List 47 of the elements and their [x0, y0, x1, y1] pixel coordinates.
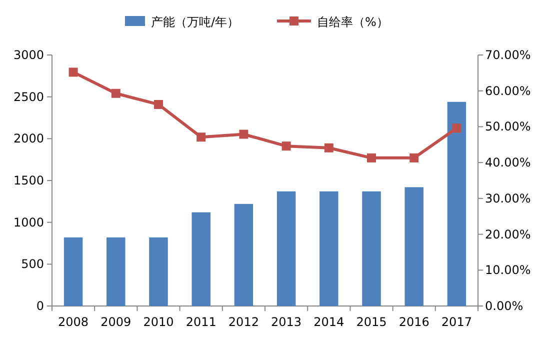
- x-tick-label: 2012: [228, 315, 259, 329]
- bar: [404, 187, 424, 306]
- legend-label: 自给率（%）: [317, 15, 388, 29]
- point: [282, 142, 291, 151]
- x-tick-label: 2011: [186, 315, 216, 329]
- x-tick-label: 2008: [58, 315, 89, 329]
- point: [410, 153, 419, 162]
- bar: [64, 237, 83, 306]
- x-tick-label: 2013: [271, 315, 302, 329]
- point: [68, 68, 78, 77]
- point: [324, 143, 334, 152]
- bar: [320, 191, 338, 306]
- y2-tick-label: 40.00%: [485, 156, 531, 170]
- bar: [447, 102, 466, 306]
- bar: [234, 204, 254, 306]
- x-tick-label: 2009: [100, 315, 132, 329]
- y-tick-label: 2500: [13, 90, 44, 104]
- y2-tick-label: 60.00%: [485, 84, 531, 98]
- point: [196, 132, 206, 142]
- bar: [362, 191, 381, 306]
- y-tick-label: 500: [21, 257, 44, 272]
- x-tick-label: 2014: [314, 315, 344, 329]
- point: [367, 153, 376, 162]
- bar: [192, 212, 210, 306]
- y2-tick-label: 30.00%: [485, 191, 531, 206]
- bar: [106, 237, 126, 306]
- point: [452, 124, 462, 133]
- legend-label: 产能（万吨/年）: [151, 15, 240, 29]
- point: [239, 130, 248, 139]
- point: [111, 88, 120, 98]
- y2-tick-label: 70.00%: [485, 48, 531, 62]
- bar: [276, 191, 296, 306]
- y2-tick-label: 0.00%: [485, 299, 524, 313]
- y2-tick-label: 10.00%: [485, 263, 531, 278]
- y-tick-label: 1500: [13, 174, 44, 188]
- x-tick-label: 2017: [441, 315, 472, 329]
- point: [154, 100, 163, 109]
- x-tick-label: 2015: [356, 315, 387, 329]
- y-tick-label: 1000: [13, 215, 44, 230]
- bar: [149, 237, 168, 306]
- y-tick-label: 0: [36, 299, 44, 313]
- x-tick-label: 2016: [398, 315, 430, 329]
- y2-tick-label: 20.00%: [485, 227, 531, 242]
- y-tick-label: 2000: [13, 132, 44, 146]
- x-tick-label: 2010: [143, 315, 174, 329]
- y-tick-label: 3000: [13, 48, 44, 62]
- y2-tick-label: 50.00%: [485, 120, 531, 134]
